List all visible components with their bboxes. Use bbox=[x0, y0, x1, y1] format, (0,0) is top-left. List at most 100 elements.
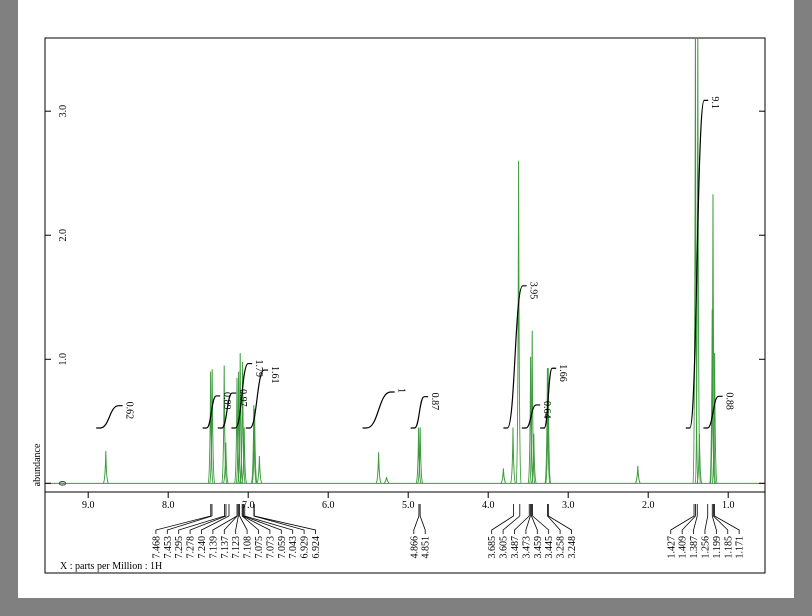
x-tick-label: 4.0 bbox=[482, 500, 495, 511]
integral-label: 0.62 bbox=[124, 402, 135, 420]
integral-label: 1.79 bbox=[253, 360, 264, 378]
peak-label: 7.108 bbox=[243, 536, 254, 559]
peak-label: 4.851 bbox=[421, 536, 432, 559]
peak-label-leader bbox=[155, 504, 212, 534]
peak bbox=[500, 468, 507, 484]
peak bbox=[417, 427, 424, 484]
peak-label-leader bbox=[241, 504, 271, 534]
x-tick-label: 7.0 bbox=[242, 500, 255, 511]
peak bbox=[545, 367, 552, 484]
peak-label: 3.459 bbox=[533, 536, 544, 559]
peak-label: 7.075 bbox=[254, 536, 265, 559]
peak-label-leader bbox=[532, 504, 550, 534]
integral-label: 0.97 bbox=[237, 389, 248, 407]
peak bbox=[102, 451, 109, 484]
peak bbox=[221, 365, 228, 484]
peak-label: 7.278 bbox=[186, 536, 197, 559]
integral-curve bbox=[217, 392, 237, 429]
peak-label-leader bbox=[178, 504, 225, 534]
integral-curve bbox=[503, 285, 527, 429]
peak-label: 7.073 bbox=[265, 536, 276, 559]
integral-curve bbox=[362, 391, 395, 429]
x-tick-label: 8.0 bbox=[162, 500, 175, 511]
peak bbox=[375, 452, 382, 484]
peak-label-leader bbox=[189, 504, 227, 534]
peak bbox=[515, 160, 522, 484]
integral-curve bbox=[410, 396, 429, 429]
peak-label: 6.924 bbox=[311, 536, 322, 559]
plot-frame bbox=[44, 37, 766, 574]
peak-label: 1.171 bbox=[735, 536, 746, 559]
peak bbox=[241, 427, 248, 484]
integral-curve bbox=[245, 369, 269, 429]
peak-label-leader bbox=[670, 504, 695, 534]
peak bbox=[530, 433, 537, 484]
peak-label-leader bbox=[223, 504, 238, 534]
peak-label: 3.473 bbox=[521, 536, 532, 559]
peak-label: 3.605 bbox=[499, 536, 510, 559]
peak bbox=[634, 465, 641, 484]
peak bbox=[692, 38, 699, 484]
x-tick-label: 9.0 bbox=[82, 500, 95, 511]
peak-label-leader bbox=[693, 504, 698, 534]
peak-label: 7.468 bbox=[151, 536, 162, 559]
y-tick-label: 1.0 bbox=[58, 353, 69, 366]
peak bbox=[209, 369, 216, 484]
peak bbox=[544, 367, 551, 484]
integral-curve bbox=[540, 367, 557, 429]
peak-label: 1.409 bbox=[678, 536, 689, 559]
peak bbox=[256, 456, 263, 484]
peak bbox=[711, 353, 718, 484]
peak-label: 3.445 bbox=[544, 536, 555, 559]
peak-label-leader bbox=[413, 504, 420, 534]
peak-label: 3.487 bbox=[510, 536, 521, 559]
peak-label: 3.248 bbox=[567, 536, 578, 559]
peak bbox=[710, 194, 716, 484]
peak-label-leader bbox=[243, 504, 282, 534]
integral-label: 1 bbox=[396, 388, 407, 393]
peak-label: 7.043 bbox=[288, 536, 299, 559]
peak-label: 1.256 bbox=[700, 536, 711, 559]
peak-label-leader bbox=[525, 504, 531, 534]
x-tick-label: 5.0 bbox=[402, 500, 415, 511]
peak-label: 7.137 bbox=[220, 536, 231, 559]
peak-label-leader bbox=[166, 504, 213, 534]
peak-label: 3.685 bbox=[487, 536, 498, 559]
peak-label-leader bbox=[547, 504, 572, 534]
peak-label-leader bbox=[547, 504, 561, 534]
peak-label-leader bbox=[711, 504, 717, 534]
peak-label-leader bbox=[714, 504, 740, 534]
y-axis-label: abundance bbox=[32, 443, 43, 486]
y-tick-label: 2.0 bbox=[58, 229, 69, 242]
integral-label: 9.1 bbox=[709, 96, 720, 109]
peak bbox=[510, 427, 516, 484]
peak-label-leader bbox=[201, 504, 230, 534]
peak-label-leader bbox=[244, 504, 294, 534]
peak-label-leader bbox=[239, 504, 248, 534]
spectrum bbox=[45, 38, 765, 484]
integral-curve bbox=[703, 395, 723, 429]
peak bbox=[251, 408, 258, 484]
peak-label: 7.059 bbox=[277, 536, 288, 559]
x-tick-label: 2.0 bbox=[642, 500, 655, 511]
peak bbox=[696, 433, 703, 484]
page bbox=[18, 0, 794, 598]
integral-label: 0.87 bbox=[429, 393, 440, 411]
integral-curve bbox=[96, 405, 123, 429]
peak bbox=[207, 371, 214, 484]
x-tick-label: 6.0 bbox=[322, 500, 335, 511]
peak bbox=[239, 361, 246, 484]
peak-label: 7.139 bbox=[208, 536, 219, 559]
y-tick-label: 0 bbox=[58, 481, 69, 486]
peak-label: 7.240 bbox=[197, 536, 208, 559]
peak-label: 1.199 bbox=[712, 536, 723, 559]
peak-label: 1.427 bbox=[666, 536, 677, 559]
peak-label-leader bbox=[235, 504, 239, 534]
peak bbox=[237, 353, 244, 484]
y-tick-label: 3.0 bbox=[58, 105, 69, 118]
integral-label: 0.88 bbox=[724, 392, 735, 410]
x-axis-label: X : parts per Million : 1H bbox=[60, 561, 162, 572]
integral-curve bbox=[231, 362, 253, 429]
peak bbox=[529, 330, 536, 484]
